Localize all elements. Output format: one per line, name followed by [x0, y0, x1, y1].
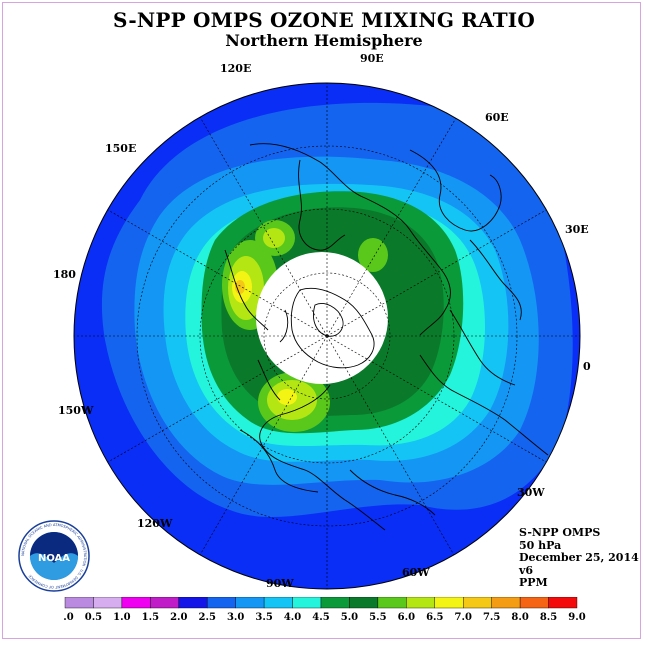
- colorbar-cell: [519, 597, 549, 609]
- lon-label-90w: 90W: [266, 577, 294, 590]
- colorbar-cell: [292, 597, 322, 609]
- colorbar-tick-label: 2.5: [199, 612, 216, 623]
- lon-label-150w: 150W: [58, 404, 94, 417]
- colorbar-tick-label: 4.0: [284, 612, 301, 623]
- colorbar: 0.0 0.5 1.0 1.5 2.0 2.5 3.0 3.5 4.0 4.5 5.0 5.5 6.0 6…: [63, 597, 586, 623]
- contour-6-0-top: [263, 228, 285, 248]
- colorbar-cell: [377, 597, 407, 609]
- lon-label-60w: 60W: [402, 566, 430, 579]
- colorbar-tick-label: 0.5: [85, 612, 102, 623]
- lon-label-30w: 30W: [517, 486, 545, 499]
- colorbar-cell: [349, 597, 379, 609]
- plot-frame: [2, 2, 641, 639]
- map-title: S-NPP OMPS OZONE MIXING RATIO: [113, 8, 535, 32]
- colorbar-cell: [548, 597, 578, 609]
- lon-label-90e: 90E: [360, 52, 384, 65]
- lon-label-150e: 150E: [105, 142, 136, 155]
- colorbar-cell: [235, 597, 265, 609]
- colorbar-tick-label: 5.5: [369, 612, 386, 623]
- colorbar-cell: [491, 597, 521, 609]
- colorbar-tick-label: 7.0: [455, 612, 472, 623]
- graticule: [74, 83, 580, 589]
- instrument-label: S-NPP OMPS: [519, 526, 601, 539]
- colorbar-tick-label: 8.0: [511, 612, 528, 623]
- colorbar-cell: [320, 597, 350, 609]
- colorbar-cell: [406, 597, 435, 609]
- colorbar-cell: [121, 597, 151, 609]
- colorbar-tick-label: 6.0: [398, 612, 415, 623]
- colorbar-cell: [178, 597, 208, 609]
- colorbar-ticks: 0.0 0.5 1.0 1.5 2.0 2.5 3.0 3.5 4.0 4.5 5.0 5.5 6.0 6…: [63, 612, 586, 623]
- contour-7-0: [235, 280, 245, 294]
- colorbar-tick-label: 3.0: [227, 612, 244, 623]
- lon-label-120w: 120W: [137, 517, 173, 530]
- colorbar-cell: [434, 597, 464, 609]
- noaa-logo-text: NOAA: [38, 553, 70, 564]
- colorbar-tick-label: 4.5: [312, 612, 329, 623]
- map-subtitle: Northern Hemisphere: [225, 31, 423, 50]
- lon-label-120e: 120E: [220, 62, 251, 75]
- colorbar-tick-label: 0.0: [63, 612, 74, 623]
- colorbar-tick-label: 8.5: [540, 612, 557, 623]
- units-label: PPM: [519, 576, 548, 589]
- info-block: S-NPP OMPS 50 hPa December 25, 2014 v6 P…: [519, 526, 639, 590]
- coastlines: [224, 143, 549, 531]
- colorbar-cells: [64, 597, 578, 609]
- colorbar-cell: [463, 597, 492, 609]
- date-label: December 25, 2014: [519, 551, 639, 564]
- colorbar-cell: [207, 597, 236, 609]
- lon-label-60e: 60E: [485, 111, 509, 124]
- lon-label-30e: 30E: [565, 223, 589, 236]
- colorbar-tick-label: 3.5: [255, 612, 272, 623]
- contour-5-5-north: [358, 238, 388, 272]
- colorbar-cell: [93, 597, 123, 609]
- version-label: v6: [519, 563, 534, 577]
- colorbar-tick-label: 7.5: [483, 612, 500, 623]
- colorbar-tick-label: 9.0: [568, 612, 585, 623]
- lon-label-0: 0: [583, 360, 591, 373]
- pressure-level-label: 50 hPa: [519, 538, 562, 552]
- colorbar-tick-label: 5.0: [341, 612, 358, 623]
- colorbar-cell: [263, 597, 293, 609]
- colorbar-tick-label: 1.5: [142, 612, 159, 623]
- noaa-logo: NOAA NATIONAL OCEANIC AND ATMOSPHERIC AD…: [18, 520, 90, 592]
- colorbar-cell: [150, 597, 179, 609]
- contour-6-5-south: [277, 389, 297, 405]
- colorbar-tick-label: 2.0: [170, 612, 187, 623]
- polar-night-region: [256, 252, 388, 384]
- colorbar-tick-label: 1.0: [113, 612, 130, 623]
- lon-label-180: 180: [53, 268, 76, 281]
- colorbar-cell: [64, 597, 94, 609]
- map-boundary: [73, 82, 581, 590]
- colorbar-tick-label: 6.5: [426, 612, 443, 623]
